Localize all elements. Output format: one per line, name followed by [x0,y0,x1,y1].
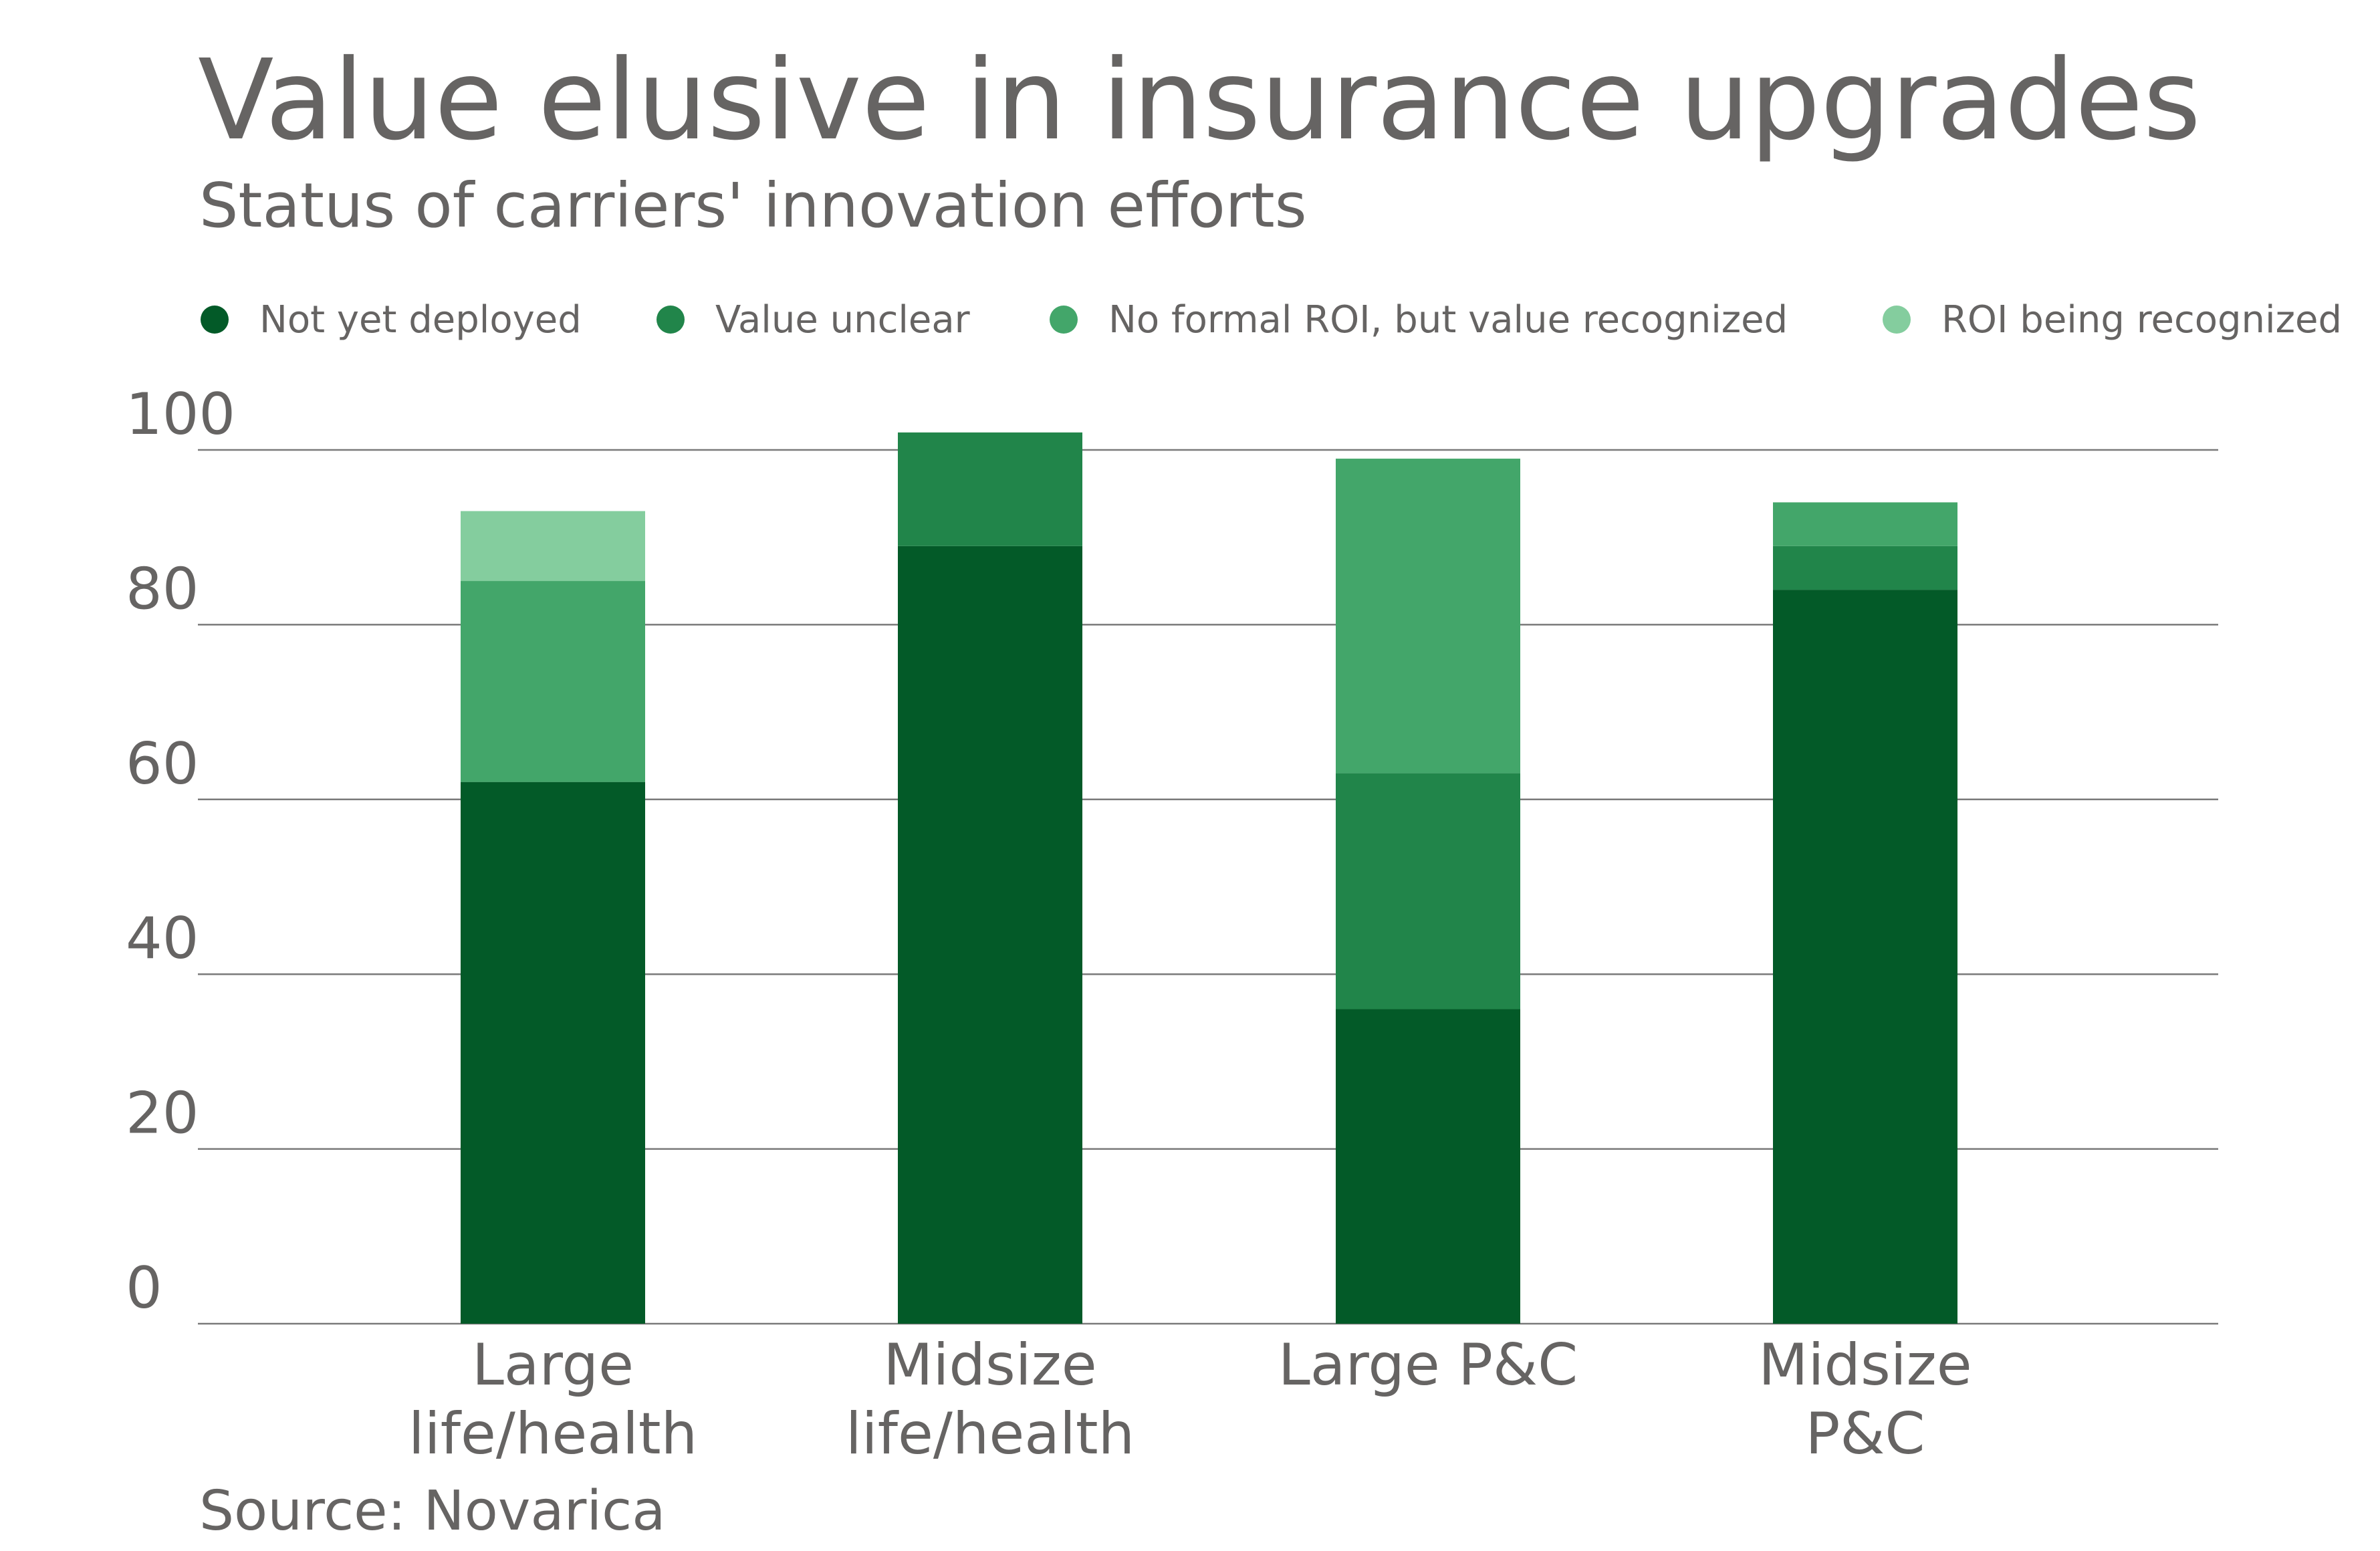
y-tick-label: 100 [126,381,235,448]
source-note: Source: Novarica [199,1479,666,1543]
legend-swatch [657,306,685,334]
x-tick-label: Midsize [1758,1332,1972,1399]
legend-item-not-yet-deployed: Not yet deployed [201,297,582,342]
bar-segment [461,581,645,782]
y-tick-label: 20 [126,1080,199,1147]
legend-swatch [201,306,229,334]
x-tick-label: Large P&C [1278,1332,1578,1399]
x-tick-label: life/health [408,1401,697,1467]
legend-label: Not yet deployed [259,297,582,342]
bar-segment [1773,546,1957,590]
y-tick-label: 40 [126,905,199,972]
legend-label: No formal ROI, but value recognized [1108,297,1788,342]
bar-segment [1336,773,1520,1009]
bar-segment [1336,1009,1520,1324]
x-tick-label: life/health [846,1401,1135,1467]
bar-segment [1773,502,1957,546]
y-axis-tick-labels: 0 20 40 60 80 100 [126,381,235,1322]
x-tick-label: Midsize [883,1332,1096,1399]
chart-subtitle: Status of carriers' innovation efforts [199,170,1307,241]
bar-segment [461,782,645,1324]
legend-label: ROI being recognized [1941,297,2342,342]
x-tick-label: Large [472,1332,634,1399]
legend-item-value-unclear: Value unclear [657,297,970,342]
legend-item-no-formal-roi: No formal ROI, but value recognized [1050,297,1788,342]
chart-title: Value elusive in insurance upgrades [198,36,2202,165]
bar-segment [1773,590,1957,1324]
bar-segment [461,511,645,582]
y-tick-label: 80 [126,556,199,622]
bar-segment [898,432,1082,546]
y-tick-label: 0 [126,1255,162,1322]
x-axis-tick-labels: Largelife/healthMidsizelife/healthLarge … [408,1332,1972,1467]
bar-segment [1336,459,1520,773]
y-tick-label: 60 [126,731,199,798]
bars [461,432,1957,1324]
bar-segment [898,546,1082,1324]
legend-item-roi-being-recognized: ROI being recognized [1883,297,2342,342]
legend-label: Value unclear [715,297,970,342]
chart-legend: Not yet deployed Value unclear No formal… [201,297,2380,342]
legend-swatch [1883,306,1911,334]
x-tick-label: P&C [1806,1401,1925,1467]
legend-swatch [1050,306,1078,334]
